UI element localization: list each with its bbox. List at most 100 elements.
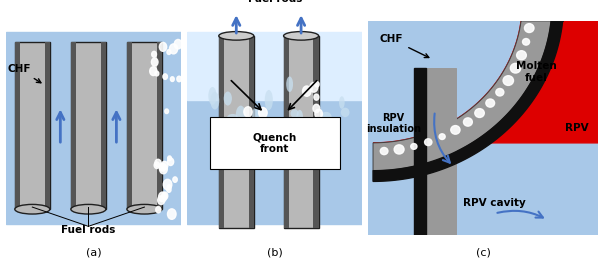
Circle shape [310,82,318,92]
Text: Fuel rods: Fuel rods [61,224,115,235]
Ellipse shape [297,110,303,125]
Circle shape [524,24,534,33]
Circle shape [516,51,526,60]
Text: CHF: CHF [8,64,41,83]
Circle shape [159,42,167,51]
Ellipse shape [339,96,345,109]
Bar [14,42,50,209]
Circle shape [496,88,504,96]
Ellipse shape [210,92,219,109]
Bar [284,36,289,228]
Text: RPV cavity: RPV cavity [463,198,526,208]
Ellipse shape [286,76,293,92]
Circle shape [156,206,161,213]
Bar [14,42,20,209]
Circle shape [152,58,158,66]
Circle shape [394,145,404,154]
Bar [187,32,362,100]
Circle shape [259,108,267,118]
Ellipse shape [236,106,246,124]
Ellipse shape [291,109,298,118]
Circle shape [167,50,171,55]
Polygon shape [373,21,552,171]
Circle shape [439,134,445,139]
Circle shape [315,109,323,118]
Text: (b): (b) [267,248,283,258]
Circle shape [313,104,320,112]
Circle shape [522,39,530,45]
Ellipse shape [254,135,261,155]
Bar [127,42,132,209]
Circle shape [150,67,157,76]
Ellipse shape [14,204,50,214]
Polygon shape [373,21,598,143]
Bar [127,42,162,209]
Bar [187,100,362,224]
Bar [249,36,254,228]
Ellipse shape [330,131,339,149]
Circle shape [174,39,182,49]
Ellipse shape [263,118,273,132]
Circle shape [168,156,172,161]
Text: Quench
front: Quench front [252,132,297,154]
Circle shape [324,118,331,127]
Bar [45,42,50,209]
Bar [71,42,106,209]
Ellipse shape [310,122,319,134]
Ellipse shape [223,92,232,105]
Text: (a): (a) [86,248,101,258]
Circle shape [167,187,171,192]
Circle shape [155,71,159,76]
Circle shape [159,192,167,202]
Ellipse shape [265,90,273,110]
Circle shape [244,107,252,117]
Circle shape [173,177,178,182]
Bar [414,68,426,235]
Polygon shape [373,21,564,181]
Circle shape [475,109,484,117]
Ellipse shape [341,108,350,117]
Circle shape [270,127,276,134]
Text: CHF: CHF [380,34,429,57]
Bar [101,42,106,209]
Circle shape [463,118,472,126]
Circle shape [167,209,176,219]
Circle shape [159,164,167,174]
Circle shape [155,159,161,167]
Circle shape [162,192,168,200]
Text: RPV
insulation: RPV insulation [366,113,421,134]
Circle shape [152,51,156,57]
Text: RPV: RPV [565,123,589,133]
Bar [426,68,455,235]
Ellipse shape [219,32,254,40]
Circle shape [381,147,388,155]
Circle shape [451,126,460,134]
Circle shape [167,158,174,165]
Circle shape [154,162,159,169]
Ellipse shape [252,107,260,126]
Text: Molten
fuel: Molten fuel [516,61,556,83]
Ellipse shape [208,87,217,105]
Circle shape [303,86,311,96]
Circle shape [411,144,417,149]
Circle shape [503,76,513,85]
Circle shape [170,77,175,81]
Circle shape [161,161,168,170]
Bar [284,36,319,228]
Circle shape [163,74,167,79]
Circle shape [315,82,319,87]
Bar [313,36,319,228]
Circle shape [294,131,300,138]
Circle shape [425,139,432,146]
Bar [219,36,224,228]
Ellipse shape [71,204,106,214]
Circle shape [163,179,172,190]
Circle shape [248,118,253,124]
FancyBboxPatch shape [210,117,339,169]
Bar [156,42,162,209]
Bar [71,42,76,209]
Ellipse shape [321,112,332,122]
Circle shape [486,99,495,107]
Ellipse shape [284,32,319,40]
Circle shape [159,163,165,171]
